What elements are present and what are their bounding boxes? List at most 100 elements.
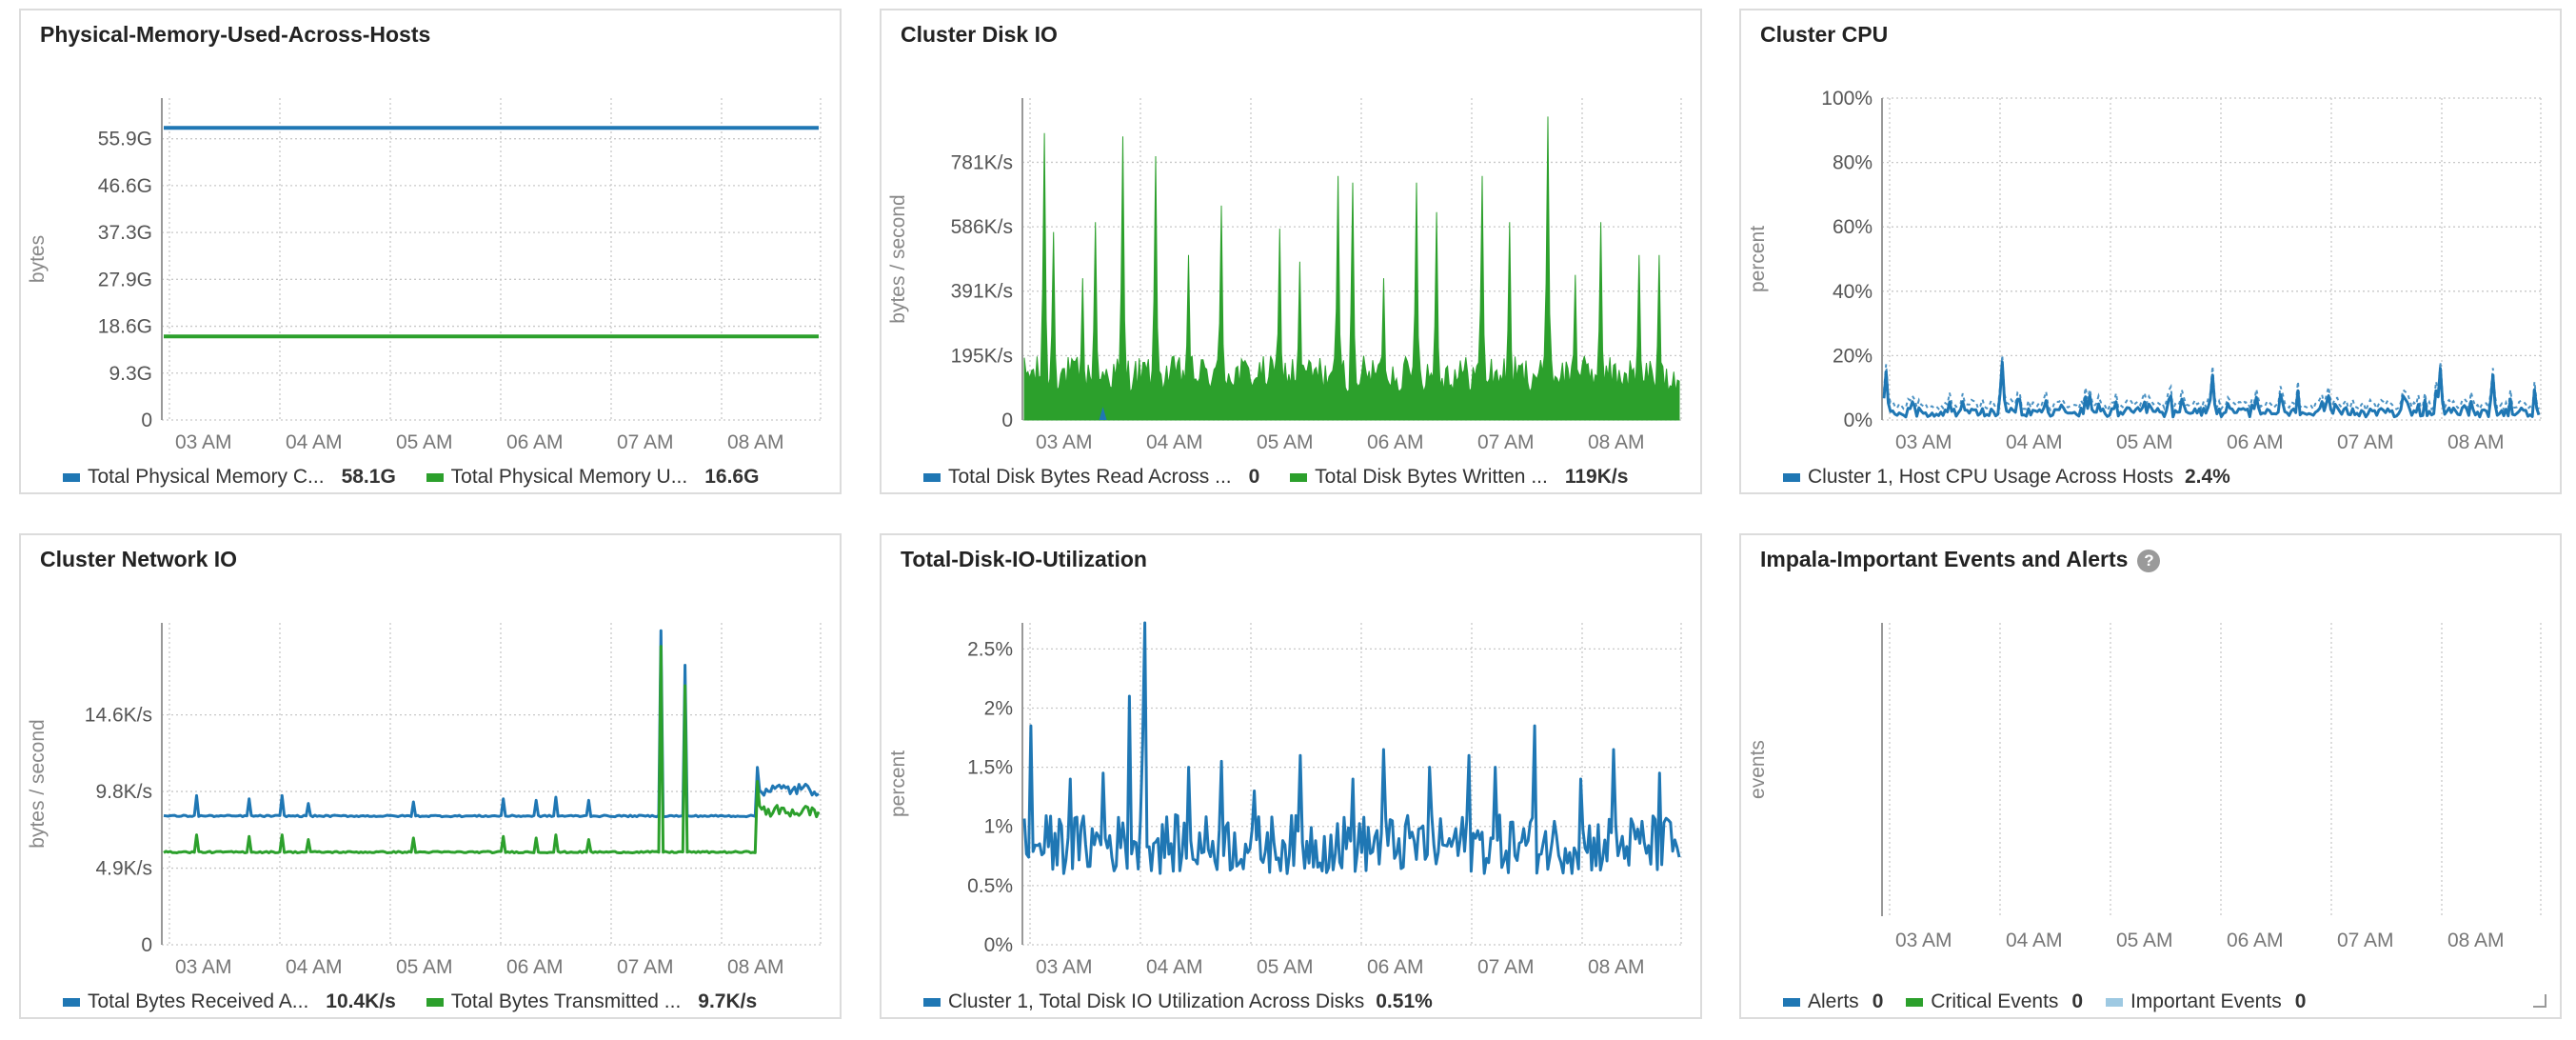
y-tick-label: 18.6G <box>98 316 152 338</box>
panel-title: Cluster Network IO <box>40 547 238 571</box>
x-tick-label: 06 AM <box>506 431 564 453</box>
y-axis-title: bytes / second <box>27 719 49 848</box>
x-tick-label: 07 AM <box>1477 431 1535 453</box>
series-line[interactable] <box>1022 621 1681 875</box>
help-icon[interactable]: ? <box>2137 549 2161 572</box>
x-tick-label: 05 AM <box>1257 956 1314 978</box>
x-tick-label: 03 AM <box>1036 431 1093 453</box>
series-blip[interactable] <box>1099 407 1107 420</box>
legend-item-important-events[interactable]: Important Events 0 <box>2105 990 2306 1013</box>
cpu-chart-panel: Cluster CPU 0% 20% 40% 60% 80% 100% 03 AM 04 AM… <box>1739 9 2562 494</box>
y-tick-label: 55.9G <box>98 129 152 150</box>
chart-legend: Cluster 1, Total Disk IO Utilization Acr… <box>923 990 1457 1013</box>
legend-swatch <box>426 997 444 1007</box>
x-tick-label: 08 AM <box>2447 930 2505 951</box>
y-tick-label: 0 <box>141 934 152 956</box>
y-tick-label: 14.6K/s <box>85 705 152 727</box>
chart-legend: Total Bytes Received A... 10.4K/s Total B… <box>63 990 782 1013</box>
legend-swatch <box>923 472 941 482</box>
panel-title-text: Impala-Important Events and Alerts <box>1760 547 2129 571</box>
legend-swatch <box>1906 997 1924 1007</box>
legend-label: Total Bytes Received A... <box>88 990 309 1012</box>
disk-io-utilization-chart[interactable]: 0% 0.5% 1% 1.5% 2% 2.5% 03 AM 04 AM 05 AM 06 AM 07… <box>882 535 1700 1017</box>
x-tick-label: 07 AM <box>2337 930 2394 951</box>
impala-events-chart-panel: Impala-Important Events and Alerts? 03 A… <box>1739 533 2562 1019</box>
x-tick-label: 03 AM <box>1895 930 1952 951</box>
panel-title: Cluster Disk IO <box>901 22 1058 47</box>
y-tick-label: 0% <box>984 934 1013 956</box>
x-tick-label: 06 AM <box>506 956 564 978</box>
x-tick-label: 06 AM <box>1367 956 1424 978</box>
legend-value: 0 <box>2071 990 2084 1012</box>
legend-value: 0 <box>1248 466 1260 488</box>
panel-title: Impala-Important Events and Alerts? <box>1760 547 2161 572</box>
cpu-chart[interactable]: 0% 20% 40% 60% 80% 100% 03 AM 04 AM 05 AM 06 AM 07… <box>1741 10 2560 492</box>
legend-swatch <box>63 472 80 482</box>
legend-value: 9.7K/s <box>698 990 758 1012</box>
legend-item-total-memory-capacity[interactable]: Total Physical Memory C... 58.1G <box>63 466 396 489</box>
y-tick-label: 0.5% <box>967 875 1013 897</box>
x-tick-label: 05 AM <box>1257 431 1314 453</box>
x-tick-label: 03 AM <box>175 956 232 978</box>
legend-item-bytes-received[interactable]: Total Bytes Received A... 10.4K/s <box>63 990 396 1013</box>
y-tick-label: 100% <box>1821 88 1873 110</box>
legend-swatch <box>923 997 941 1007</box>
legend-value: 0.51% <box>1376 990 1433 1012</box>
series-line[interactable] <box>163 645 821 854</box>
legend-value: 0 <box>1872 990 1884 1012</box>
legend-value: 119K/s <box>1564 466 1629 488</box>
chart-legend: Alerts 0 Critical Events 0 Important Event… <box>1783 990 2330 1013</box>
legend-label: Total Disk Bytes Read Across ... <box>948 466 1232 488</box>
x-tick-label: 03 AM <box>1036 956 1093 978</box>
y-tick-label: 4.9K/s <box>95 858 152 880</box>
legend-value: 2.4% <box>2184 466 2230 488</box>
y-tick-label: 46.6G <box>98 175 152 197</box>
legend-item-disk-bytes-written[interactable]: Total Disk Bytes Written ... 119K/s <box>1290 466 1628 489</box>
resize-handle[interactable] <box>2533 994 2546 1008</box>
x-tick-label: 04 AM <box>2006 930 2063 951</box>
chart-legend: Total Physical Memory C... 58.1G Total Ph… <box>63 466 783 489</box>
x-tick-label: 04 AM <box>286 956 343 978</box>
series-area[interactable] <box>1023 116 1680 421</box>
legend-swatch <box>63 997 80 1007</box>
legend-item-alerts[interactable]: Alerts 0 <box>1783 990 1883 1013</box>
legend-item-total-memory-used[interactable]: Total Physical Memory U... 16.6G <box>426 466 760 489</box>
legend-item-host-cpu-usage[interactable]: Cluster 1, Host CPU Usage Across Hosts 2.… <box>1783 466 2230 489</box>
x-tick-label: 05 AM <box>2116 431 2173 453</box>
y-tick-label: 0% <box>1844 410 1873 431</box>
x-tick-label: 04 AM <box>1146 956 1203 978</box>
legend-value: 16.6G <box>704 466 760 488</box>
legend-item-disk-bytes-read[interactable]: Total Disk Bytes Read Across ... 0 <box>923 466 1259 489</box>
y-tick-label: 9.8K/s <box>95 781 152 803</box>
legend-label: Alerts <box>1808 990 1859 1012</box>
legend-item-disk-io-utilization[interactable]: Cluster 1, Total Disk IO Utilization Acr… <box>923 990 1433 1013</box>
legend-swatch <box>2105 997 2123 1007</box>
panel-title: Total-Disk-IO-Utilization <box>901 547 1147 571</box>
impala-events-chart[interactable]: 03 AM 04 AM 05 AM 06 AM 07 AM 08 AM events <box>1741 535 2560 1017</box>
series-line[interactable] <box>163 629 820 819</box>
y-tick-label: 1% <box>984 816 1013 838</box>
legend-item-critical-events[interactable]: Critical Events 0 <box>1906 990 2083 1013</box>
x-tick-label: 08 AM <box>2447 431 2505 453</box>
y-axis-title: bytes <box>27 235 49 283</box>
x-tick-label: 04 AM <box>1146 431 1203 453</box>
memory-chart[interactable]: 0 9.3G 18.6G 27.9G 37.3G 46.6G 55.9G 03 AM 04 AM… <box>21 10 840 492</box>
chart-legend: Cluster 1, Host CPU Usage Across Hosts 2.… <box>1783 466 2255 489</box>
disk-io-chart-panel: Cluster Disk IO 0 195K/s 391K/s 586K/s 781K/… <box>880 9 1702 494</box>
x-tick-label: 05 AM <box>396 956 453 978</box>
y-tick-label: 60% <box>1833 216 1873 238</box>
legend-label: Total Disk Bytes Written ... <box>1315 466 1548 488</box>
y-tick-label: 9.3G <box>109 363 152 385</box>
legend-swatch <box>1290 472 1308 482</box>
y-tick-label: 0 <box>141 410 152 431</box>
network-io-chart[interactable]: 0 4.9K/s 9.8K/s 14.6K/s 03 AM 04 AM 05 AM 06 AM… <box>21 535 840 1017</box>
y-tick-label: 40% <box>1833 281 1873 303</box>
y-tick-label: 37.3G <box>98 222 152 244</box>
legend-swatch <box>1783 997 1800 1007</box>
x-tick-label: 04 AM <box>286 431 343 453</box>
legend-item-bytes-transmitted[interactable]: Total Bytes Transmitted ... 9.7K/s <box>426 990 757 1013</box>
series-line-max[interactable] <box>1883 354 2540 414</box>
disk-io-chart[interactable]: 0 195K/s 391K/s 586K/s 781K/s 03 AM 04 AM 05 AM… <box>882 10 1700 492</box>
x-tick-label: 03 AM <box>175 431 232 453</box>
y-axis-title: bytes / second <box>887 194 909 323</box>
